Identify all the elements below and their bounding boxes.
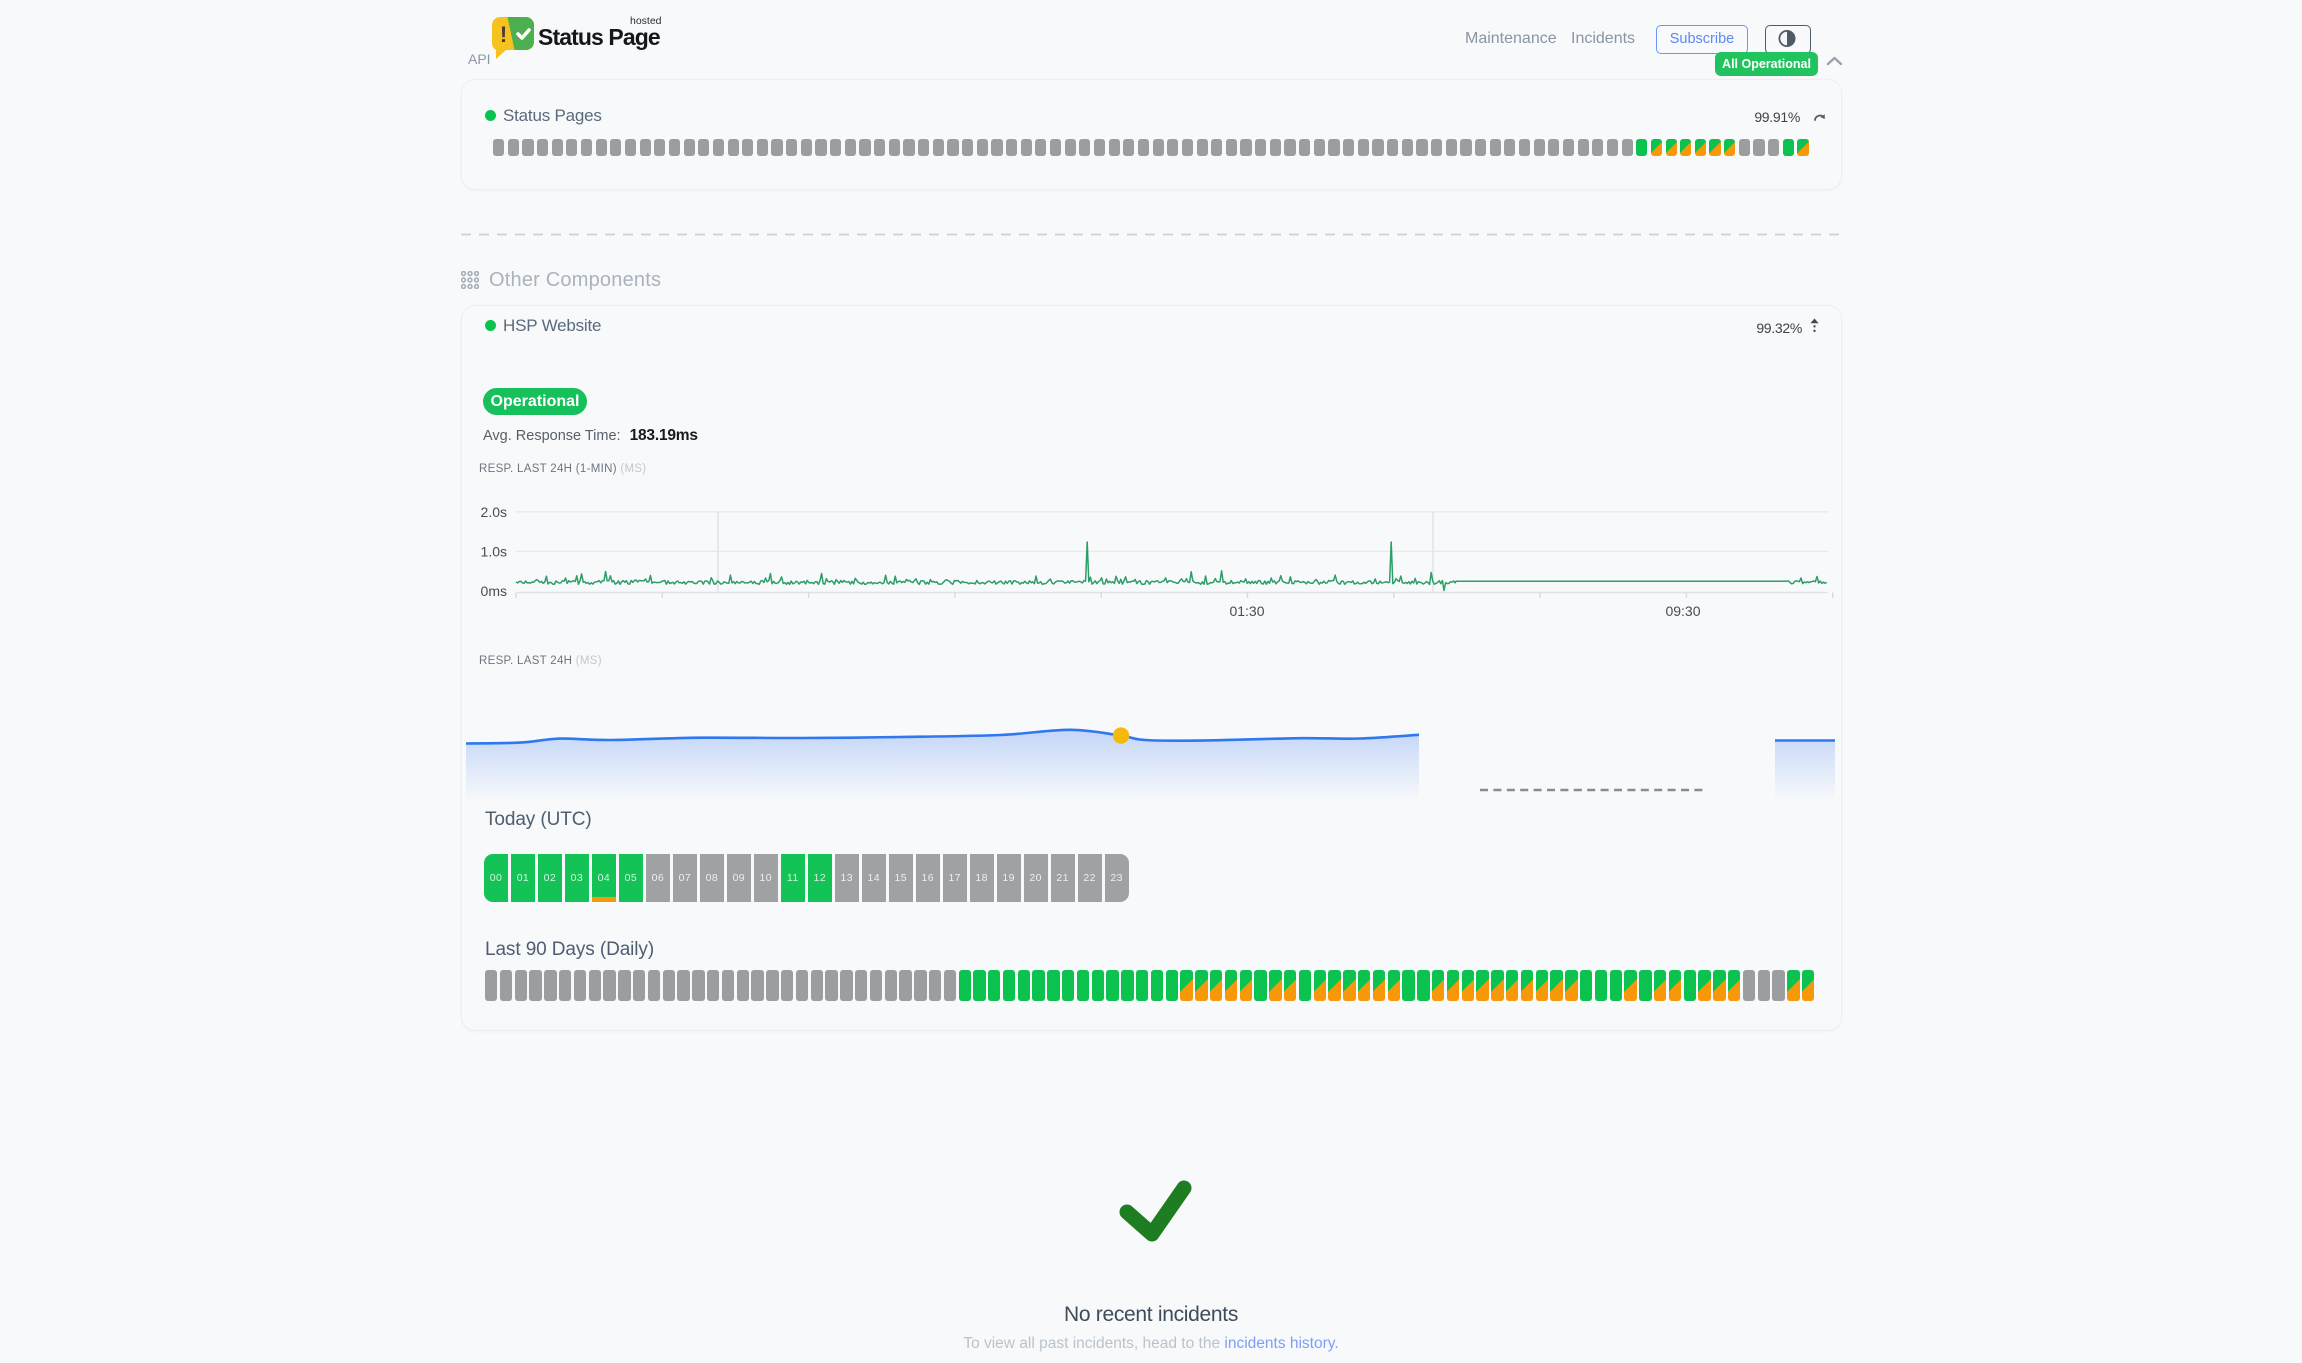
svg-text:01:30: 01:30 xyxy=(1229,603,1264,619)
svg-text:1.0s: 1.0s xyxy=(481,544,507,560)
svg-text:!: ! xyxy=(500,22,507,47)
svg-text:0ms: 0ms xyxy=(481,583,507,599)
svg-text:09:30: 09:30 xyxy=(1665,603,1700,619)
svg-text:2.0s: 2.0s xyxy=(481,504,507,520)
